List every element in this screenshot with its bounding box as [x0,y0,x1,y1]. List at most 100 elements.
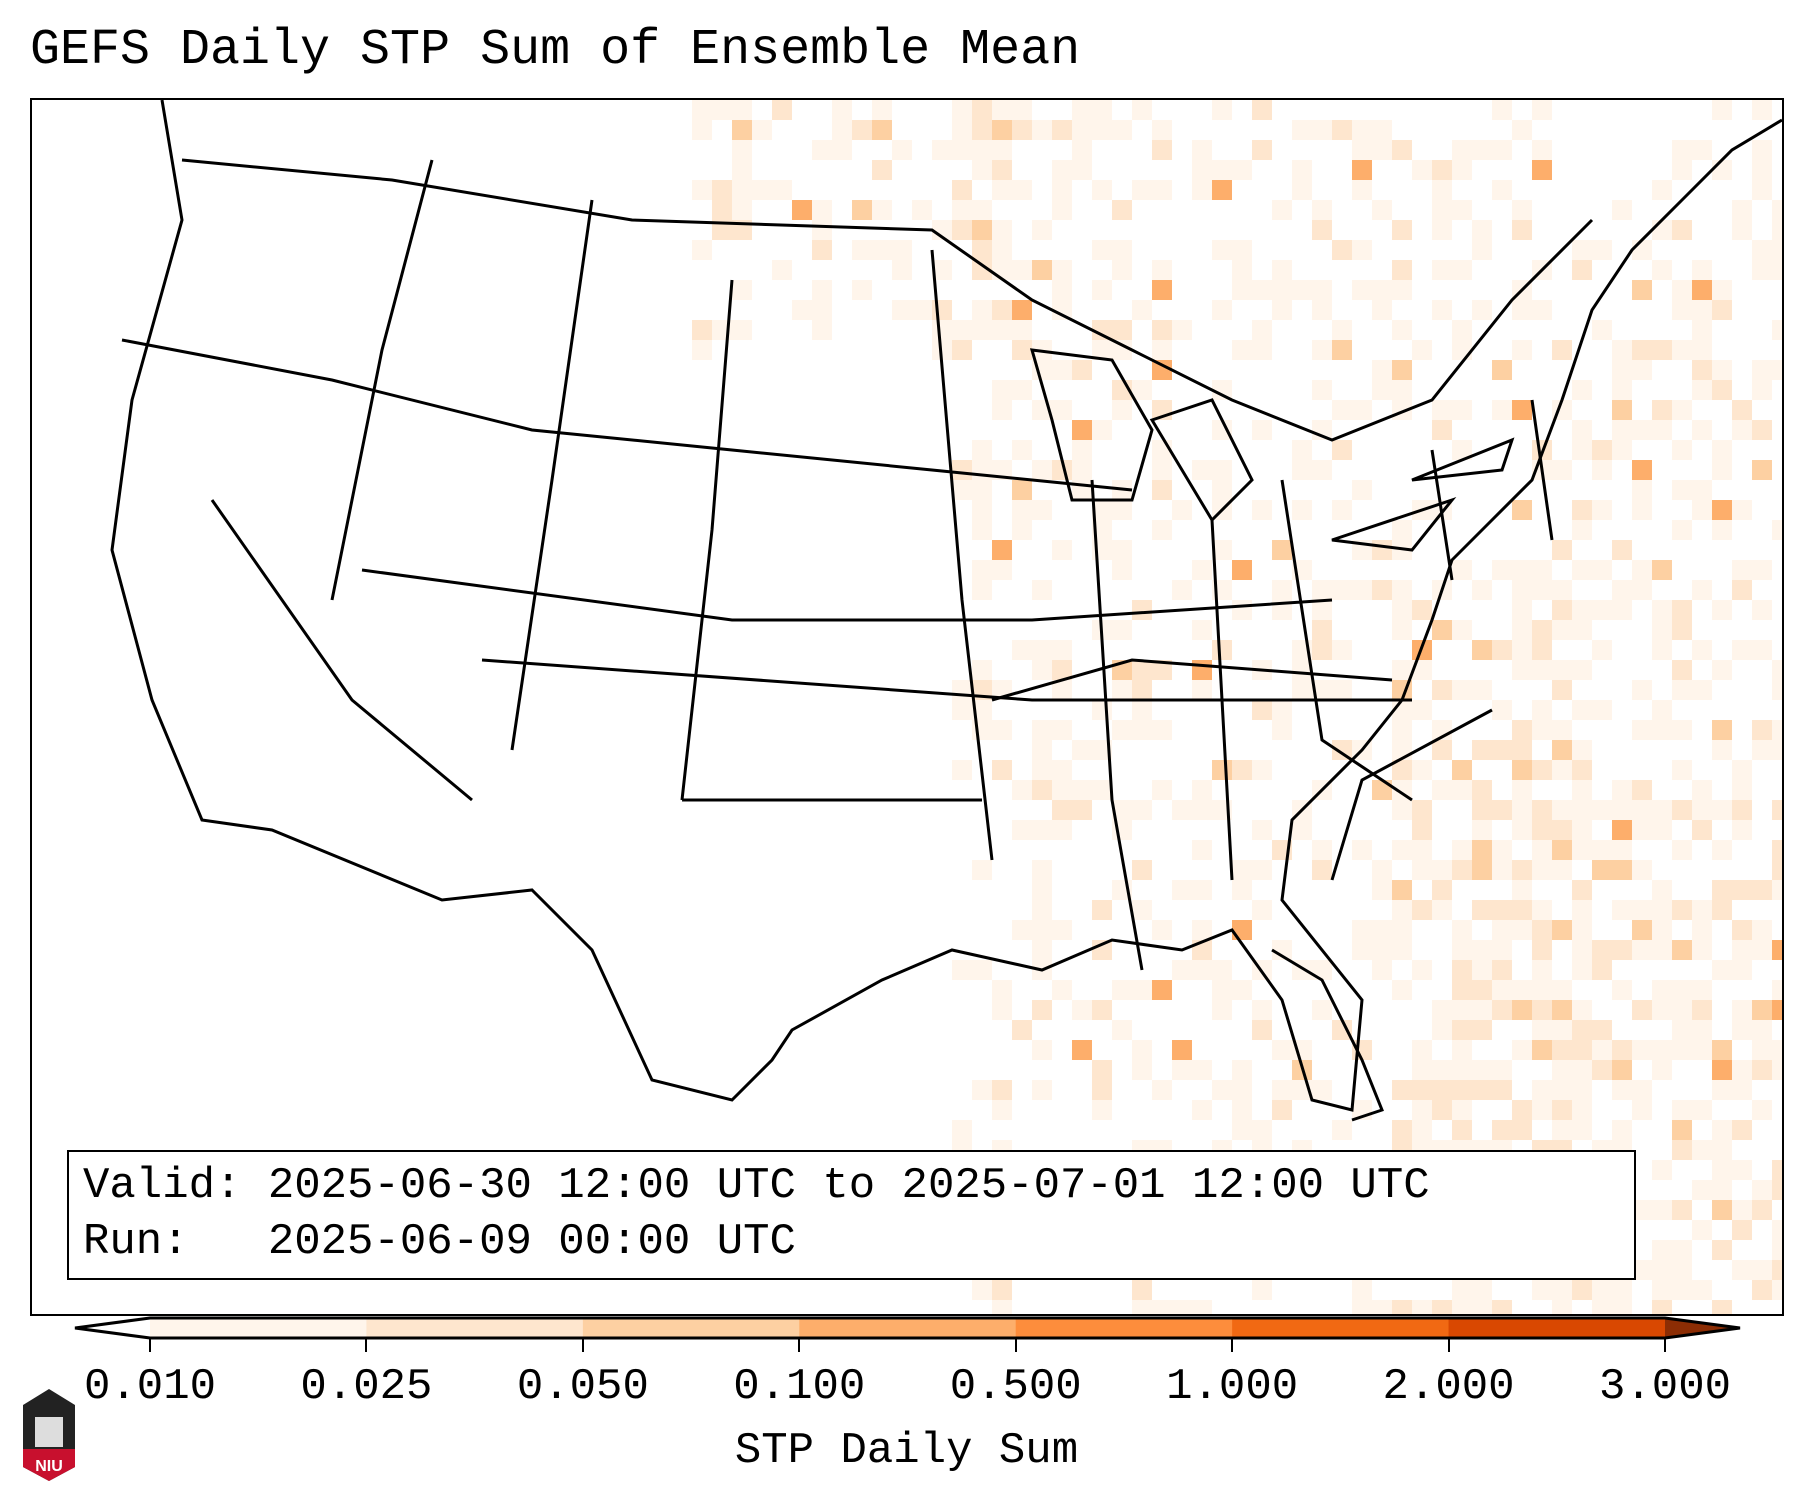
stp-cell [992,560,1012,580]
stp-cell [1572,1040,1592,1060]
stp-cell [1432,740,1452,760]
stp-cell [1132,180,1152,200]
stp-cell [1672,220,1692,240]
stp-cell [692,180,712,200]
stp-cell [1732,420,1752,440]
stp-cell [1612,1280,1632,1300]
stp-cell [1612,860,1632,880]
stp-cell [1632,920,1652,940]
stp-cell [1572,760,1592,780]
stp-cell [732,100,752,120]
stp-cell [1332,500,1352,520]
stp-cell [852,200,872,220]
stp-cell [1152,260,1172,280]
stp-cell [932,260,952,280]
stp-cell [1212,180,1232,200]
stp-cell [1212,980,1232,1000]
stp-cell [952,1120,972,1140]
map-title: GEFS Daily STP Sum of Ensemble Mean [30,22,1081,79]
stp-cell [1092,420,1112,440]
stp-cell [1672,140,1692,160]
stp-cell [1292,120,1312,140]
stp-cell [1712,1120,1732,1140]
stp-cell [1392,520,1412,540]
stp-cell [1752,940,1772,960]
stp-cell [1532,100,1552,120]
stp-cell [1472,580,1492,600]
stp-cell [1232,600,1252,620]
stp-cell [1612,1300,1632,1314]
stp-cell [872,120,892,140]
stp-cell [1692,780,1712,800]
stp-cell [1572,1020,1592,1040]
stp-cell [752,120,772,140]
stp-cell [1432,1080,1452,1100]
stp-cell [1692,680,1712,700]
stp-cell [1352,840,1372,860]
stp-cell [932,320,952,340]
stp-cell [1112,240,1132,260]
stp-cell [1732,220,1752,240]
stp-cell [972,220,992,240]
stp-cell [1472,300,1492,320]
stp-cell [1552,720,1572,740]
stp-cell [1612,780,1632,800]
stp-cell [772,260,792,280]
stp-cell [972,100,992,120]
stp-cell [1492,1060,1512,1080]
stp-cell [1192,140,1212,160]
colorbar-segment [582,1318,801,1338]
stp-cell [1112,560,1132,580]
stp-cell [1132,800,1152,820]
stp-cell [1712,800,1732,820]
stp-cell [692,340,712,360]
stp-cell [1592,460,1612,480]
stp-cell [1572,1000,1592,1020]
stp-cell [952,760,972,780]
stp-cell [1172,1040,1192,1060]
tick-label: 3.000 [1598,1362,1732,1412]
stp-cell [1652,700,1672,720]
stp-cell [852,240,872,260]
stp-cell [1272,720,1292,740]
stp-cell [1632,720,1652,740]
stp-cell [1632,940,1652,960]
stp-cell [712,100,732,120]
stp-cell [1212,1000,1232,1020]
stp-cell [1712,500,1732,520]
stp-cell [1392,900,1412,920]
stp-cell [1252,1120,1272,1140]
stp-cell [1212,380,1232,400]
stp-cell [712,180,732,200]
stp-cell [1512,860,1532,880]
stp-cell [1552,800,1572,820]
stp-cell [872,160,892,180]
stp-cell [852,280,872,300]
stp-cell [952,460,972,480]
stp-cell [1592,1040,1612,1060]
stp-cell [1552,580,1572,600]
stp-cell [1312,840,1332,860]
stp-cell [1192,780,1212,800]
stp-cell [1732,940,1752,960]
stp-cell [1732,1160,1752,1180]
stp-cell [1532,960,1552,980]
stp-cell [1672,280,1692,300]
stp-cell [1452,860,1472,880]
stp-cell [1732,1080,1752,1100]
stp-cell [1432,1020,1452,1040]
stp-cell [1412,160,1432,180]
stp-cell [1572,520,1592,540]
stp-cell [992,1100,1012,1120]
colorbar-segment [1448,1318,1666,1338]
stp-cell [1192,560,1212,580]
stp-cell [1472,860,1492,880]
stp-cell [1492,740,1512,760]
tick-mark [1447,1338,1450,1352]
stp-cell [1572,420,1592,440]
stp-cell [1772,980,1782,1000]
stp-cell [1772,260,1782,280]
stp-cell [1652,720,1672,740]
stp-cell [1472,220,1492,240]
stp-cell [1452,260,1472,280]
